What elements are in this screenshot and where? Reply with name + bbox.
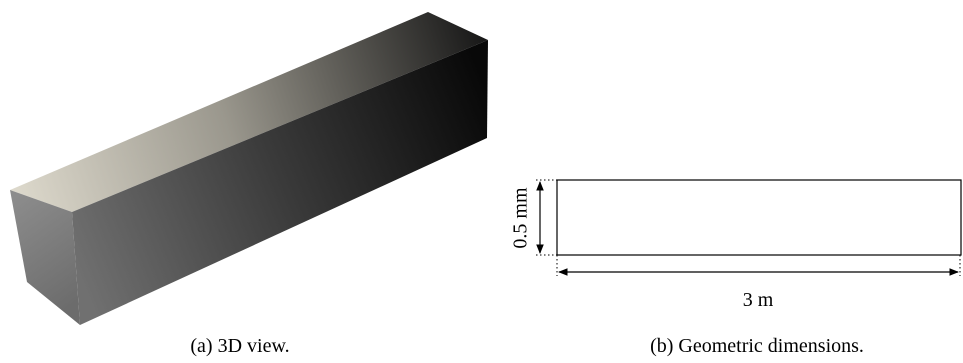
- beam-3d: [10, 12, 488, 325]
- caption: (a) 3D view.: [190, 335, 289, 357]
- beam-outline: [557, 180, 961, 255]
- caption: (b) Geometric dimensions.: [650, 335, 864, 357]
- height-label: 0.5 mm: [510, 187, 532, 249]
- dimension-drawing: 0.5 mm 3 m: [510, 180, 961, 311]
- length-label: 3 m: [743, 289, 774, 311]
- figure: (a) 3D view. 0.5 mm 3 m (b) Geometric di…: [0, 0, 963, 363]
